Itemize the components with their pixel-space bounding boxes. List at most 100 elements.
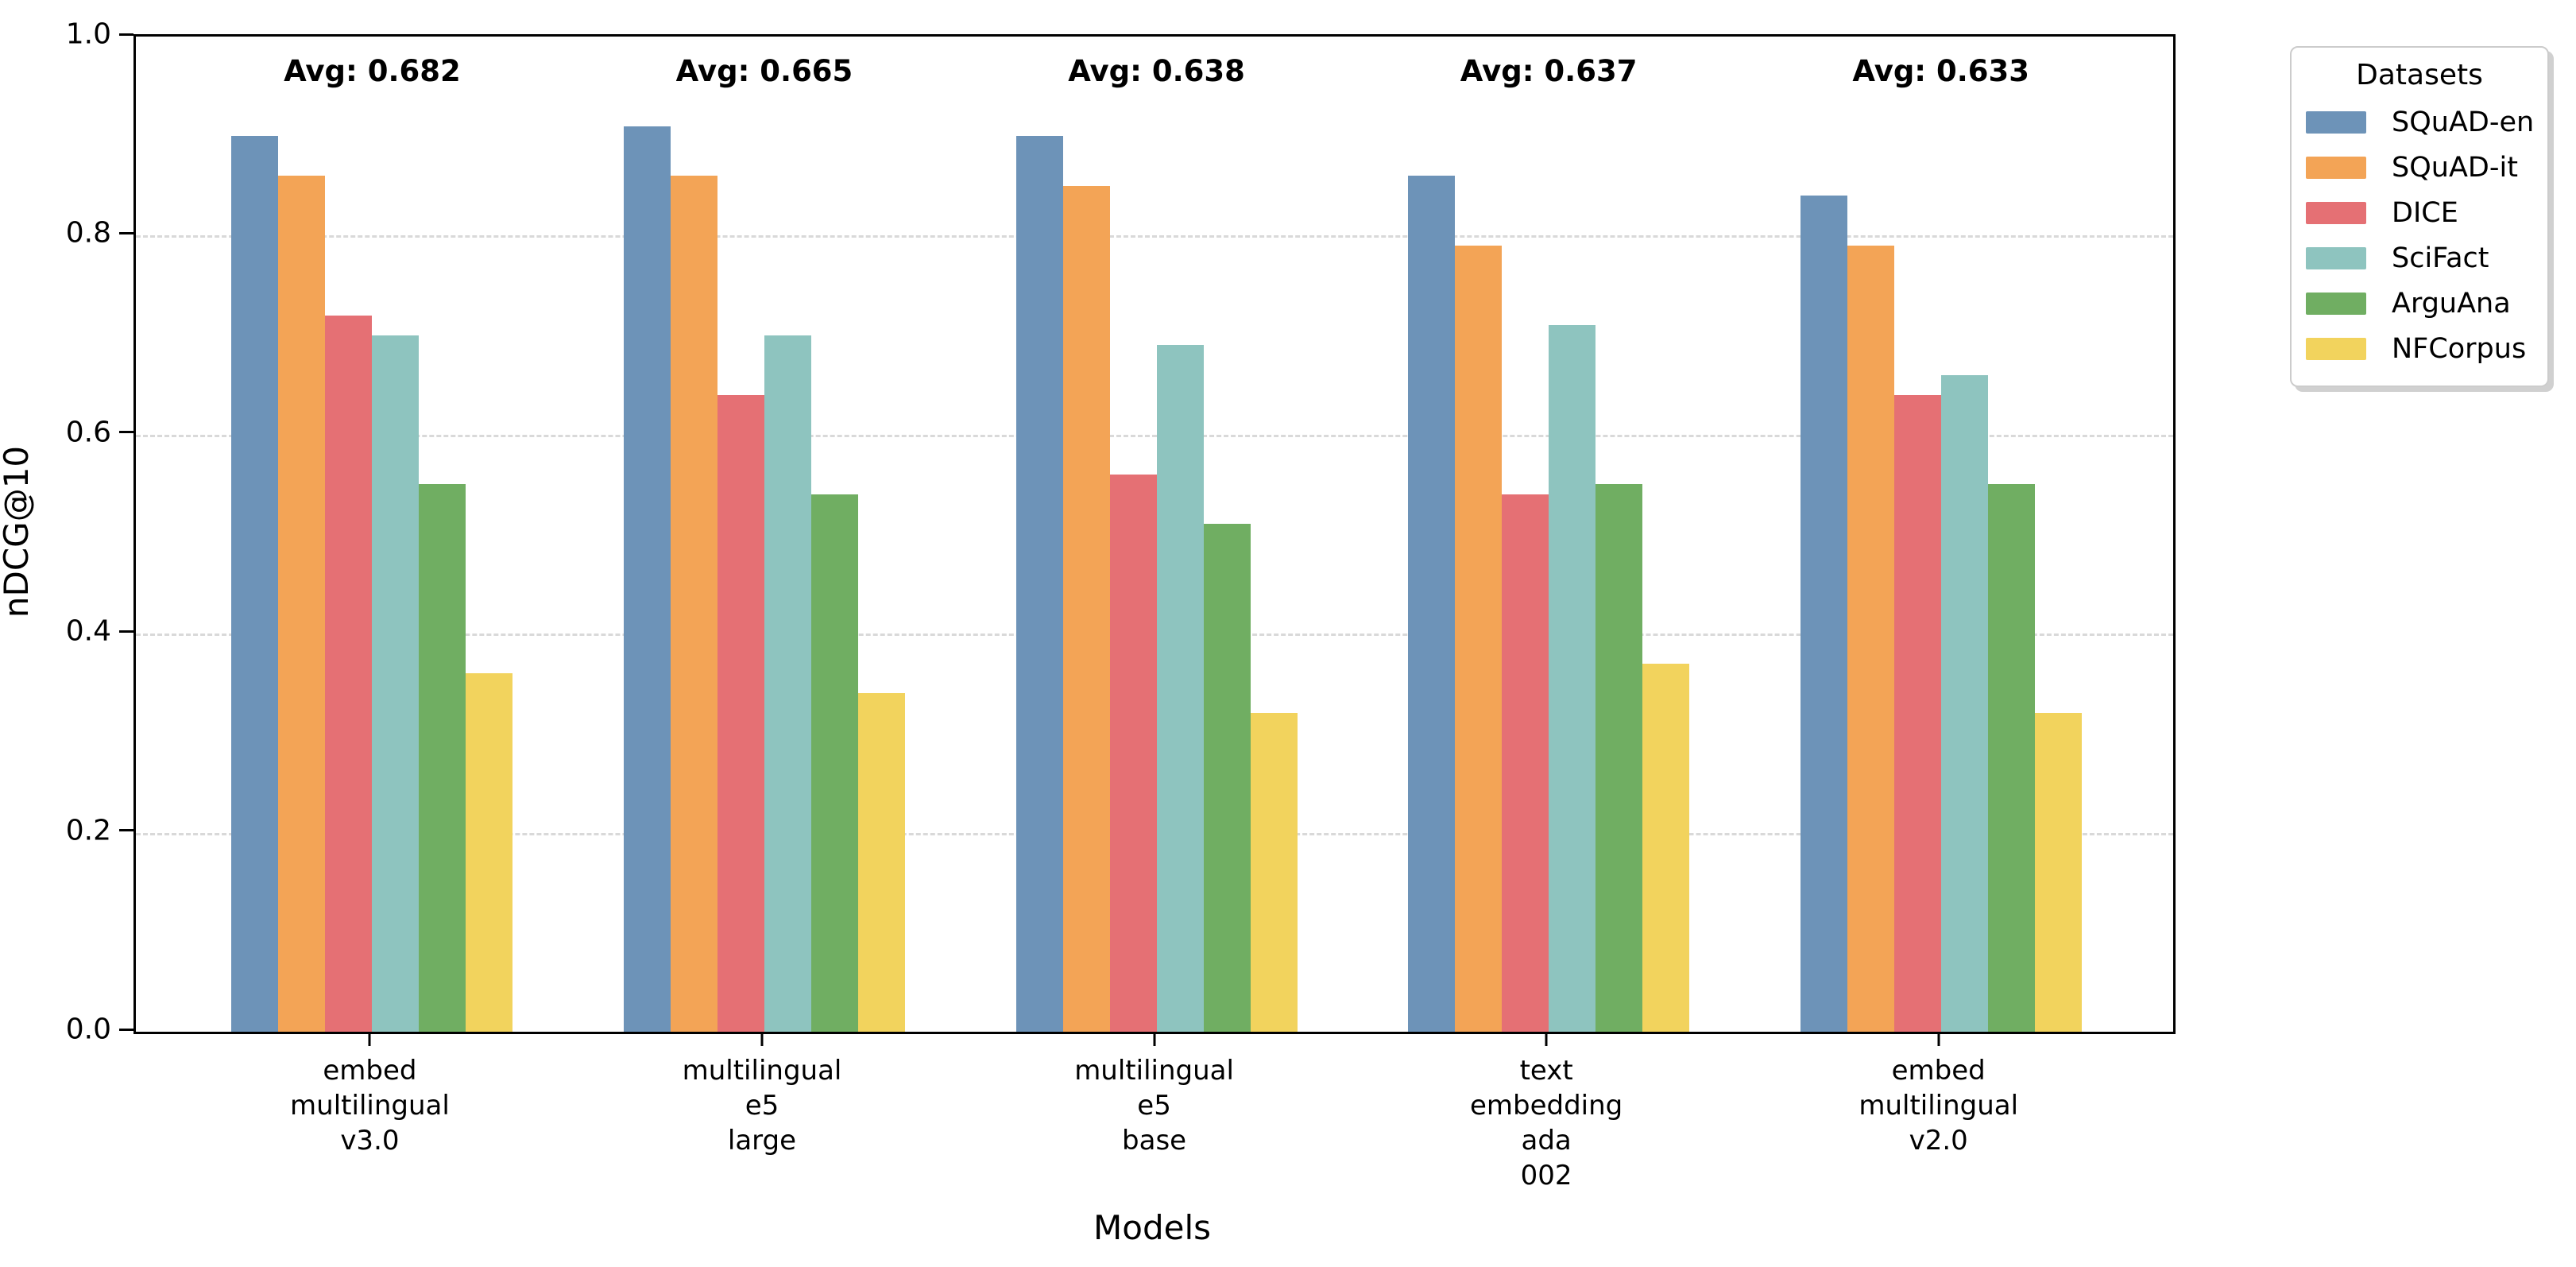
bar-arguana-multilingual-e5-large: [810, 494, 858, 1032]
bar-scifact-embed-multilingual-v2-0: [1940, 374, 1988, 1032]
x-tick-label-line: multilingual: [290, 1090, 450, 1122]
bar-group-multilingual-e5-large: [623, 37, 905, 1032]
bar-scifact-text-embedding-ada-002: [1549, 325, 1596, 1032]
x-tick-label-line: ada: [1521, 1125, 1572, 1157]
x-tick-mark-text-embedding-ada-002: [1545, 1032, 1548, 1046]
x-tick-label-line: v2.0: [1909, 1125, 1968, 1157]
bar-squad-it-embed-multilingual-v3-0: [278, 176, 326, 1032]
x-tick-label-line: e5: [745, 1090, 779, 1122]
legend-swatch-squad-en: [2306, 110, 2366, 134]
legend-item-squad-en: SQuAD-en: [2306, 99, 2535, 145]
y-tick-mark-1: [119, 33, 133, 36]
x-tick-mark-embed-multilingual-v3-0: [368, 1032, 371, 1046]
x-tick-label-line: multilingual: [1074, 1055, 1234, 1087]
bar-squad-en-embed-multilingual-v2-0: [1800, 196, 1847, 1032]
x-tick-label-multilingual-e5-base: multilingual e5 base: [1074, 1053, 1234, 1158]
x-tick-label-line: v3.0: [340, 1125, 400, 1157]
x-tick-label-line: embedding: [1469, 1090, 1623, 1122]
bar-scifact-embed-multilingual-v3-0: [372, 335, 420, 1032]
bar-group-embed-multilingual-v3-0: [231, 37, 513, 1032]
x-tick-mark-multilingual-e5-large: [760, 1032, 764, 1046]
avg-label-text-embedding-ada-002: Avg: 0.637: [1460, 54, 1638, 88]
bar-squad-en-multilingual-e5-base: [1015, 136, 1063, 1032]
x-tick-label-line: embed: [323, 1055, 417, 1087]
x-tick-label-line: text: [1519, 1055, 1573, 1087]
legend-label-scifact: SciFact: [2392, 242, 2489, 274]
legend-item-nfcorpus: NFCorpus: [2306, 326, 2533, 371]
bar-squad-it-embed-multilingual-v2-0: [1847, 245, 1894, 1032]
bar-dice-embed-multilingual-v2-0: [1893, 394, 1941, 1032]
y-axis-title: nDCG@10: [0, 445, 36, 618]
x-tick-mark-multilingual-e5-base: [1153, 1032, 1156, 1046]
bar-group-multilingual-e5-base: [1015, 37, 1298, 1032]
x-tick-label-line: multilingual: [1859, 1090, 2019, 1122]
legend-label-squad-it: SQuAD-it: [2392, 151, 2518, 184]
x-tick-label-text-embedding-ada-002: text embedding ada 002: [1470, 1053, 1623, 1193]
legend-swatch-squad-it: [2306, 156, 2366, 179]
x-tick-label-line: multilingual: [682, 1055, 842, 1087]
legend-item-dice: DICE: [2306, 190, 2533, 235]
avg-label-multilingual-e5-large: Avg: 0.665: [675, 54, 853, 88]
gridline-0.6: [136, 434, 2173, 437]
bar-nfcorpus-text-embedding-ada-002: [1642, 663, 1690, 1032]
y-tick-mark-0.8: [119, 231, 133, 234]
x-tick-label-line: e5: [1137, 1090, 1171, 1122]
legend-label-nfcorpus: NFCorpus: [2392, 332, 2527, 365]
bar-dice-text-embedding-ada-002: [1502, 494, 1549, 1032]
y-tick-mark-0.2: [119, 829, 133, 832]
bar-dice-multilingual-e5-large: [717, 394, 764, 1032]
legend-item-scifact: SciFact: [2306, 235, 2533, 281]
x-tick-label-line: 002: [1520, 1160, 1572, 1191]
bar-arguana-embed-multilingual-v2-0: [1987, 484, 2035, 1032]
legend-title: Datasets: [2356, 59, 2483, 91]
x-tick-label-multilingual-e5-large: multilingual e5 large: [683, 1053, 842, 1158]
legend: Datasets SQuAD-en SQuAD-it DICE SciFact Argu…: [2290, 46, 2549, 387]
x-tick-mark-embed-multilingual-v2-0: [1937, 1032, 1940, 1046]
y-tick-label-0.8: 0.8: [65, 216, 111, 250]
bar-nfcorpus-embed-multilingual-v3-0: [466, 673, 513, 1032]
bar-group-text-embedding-ada-002: [1408, 37, 1690, 1032]
bar-squad-en-text-embedding-ada-002: [1408, 176, 1456, 1032]
bar-arguana-text-embedding-ada-002: [1595, 484, 1643, 1032]
y-tick-mark-0.6: [119, 431, 133, 434]
avg-label-multilingual-e5-base: Avg: 0.638: [1068, 54, 1245, 88]
gridline-0.8: [136, 235, 2173, 238]
bar-nfcorpus-embed-multilingual-v2-0: [2034, 713, 2082, 1032]
bar-nfcorpus-multilingual-e5-base: [1250, 713, 1298, 1032]
x-tick-label-embed-multilingual-v3-0: embed multilingual v3.0: [290, 1053, 450, 1158]
plot-area: Avg: 0.682 Avg: 0.665 Avg: 0.638 Avg: 0.637…: [133, 34, 2176, 1034]
bar-squad-en-embed-multilingual-v3-0: [231, 136, 279, 1032]
bar-group-embed-multilingual-v2-0: [1800, 37, 2082, 1032]
avg-label-embed-multilingual-v2-0: Avg: 0.633: [1852, 54, 2030, 88]
bar-arguana-embed-multilingual-v3-0: [419, 484, 466, 1032]
legend-swatch-arguana: [2306, 292, 2366, 315]
x-tick-label-line: embed: [1891, 1055, 1986, 1087]
bar-dice-embed-multilingual-v3-0: [325, 315, 373, 1032]
legend-item-arguana: ArguAna: [2306, 281, 2533, 326]
y-tick-mark-0.4: [119, 630, 133, 633]
legend-item-squad-it: SQuAD-it: [2306, 145, 2533, 190]
bar-nfcorpus-multilingual-e5-large: [857, 693, 905, 1032]
bar-dice-multilingual-e5-base: [1109, 474, 1157, 1032]
y-tick-mark-0: [119, 1028, 133, 1031]
legend-swatch-dice: [2306, 201, 2366, 224]
legend-swatch-nfcorpus: [2306, 337, 2366, 360]
y-tick-label-0.4: 0.4: [65, 614, 111, 648]
bar-squad-it-multilingual-e5-large: [670, 176, 717, 1032]
x-tick-label-embed-multilingual-v2-0: embed multilingual v2.0: [1859, 1053, 2018, 1158]
bar-squad-it-multilingual-e5-base: [1062, 185, 1110, 1032]
avg-label-embed-multilingual-v3-0: Avg: 0.682: [284, 54, 461, 88]
y-tick-label-0.6: 0.6: [65, 416, 111, 449]
bar-scifact-multilingual-e5-large: [764, 335, 811, 1032]
x-axis-title: Models: [1093, 1208, 1211, 1247]
legend-swatch-scifact: [2306, 246, 2366, 269]
y-tick-label-0.2: 0.2: [65, 814, 111, 847]
y-tick-label-0: 0.0: [65, 1013, 111, 1046]
bar-squad-it-text-embedding-ada-002: [1455, 245, 1503, 1032]
bar-scifact-multilingual-e5-base: [1156, 345, 1204, 1032]
bar-squad-en-multilingual-e5-large: [623, 126, 671, 1032]
bar-arguana-multilingual-e5-base: [1203, 524, 1251, 1032]
legend-label-squad-en: SQuAD-en: [2392, 106, 2535, 138]
legend-label-dice: DICE: [2392, 196, 2458, 229]
